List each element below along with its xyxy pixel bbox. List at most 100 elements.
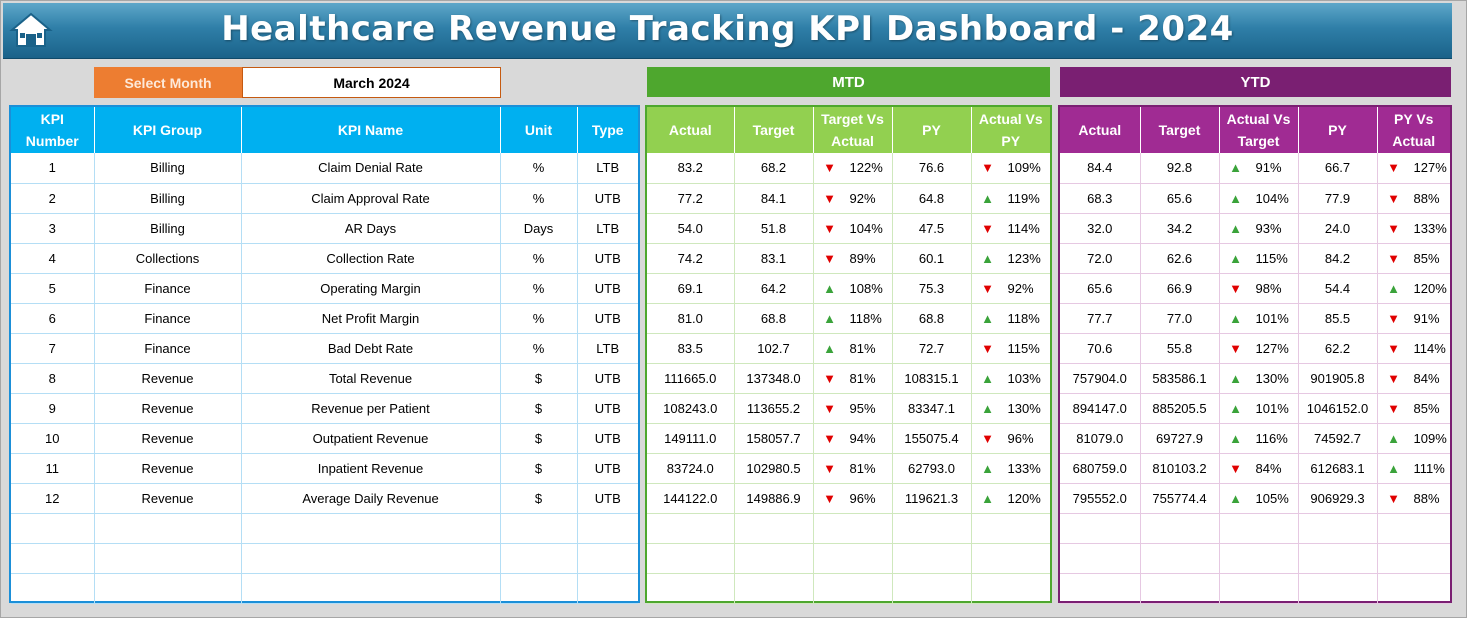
down-arrow-icon: ▼ [1229, 460, 1242, 476]
down-arrow-icon: ▼ [1229, 280, 1242, 296]
ytd-py-cell: 906929.3 [1298, 483, 1378, 514]
down-arrow-icon: ▼ [823, 160, 836, 176]
percent-value: 98% [1255, 280, 1282, 296]
up-arrow-icon: ▲ [1387, 430, 1400, 446]
unit-cell: % [500, 333, 578, 364]
mtd-header-row: Actual Target Target Vs Actual PY Actual Vs … [647, 107, 1050, 153]
table-row: 2 Billing Claim Approval Rate% UTB [11, 183, 638, 214]
column-header: PY [892, 107, 972, 153]
kpi-number-cell: 8 [11, 363, 95, 394]
table-row: 4 Collections Collection Rate% UTB [11, 243, 638, 274]
empty-cell [892, 543, 972, 574]
unit-cell: % [500, 183, 578, 214]
percent-value: 92% [849, 190, 876, 206]
mtd-target-cell: 158057.7 [734, 423, 814, 454]
percent-value: 133% [1007, 460, 1041, 476]
table-row [647, 573, 1050, 604]
mtd-actual-cell: 144122.0 [647, 483, 735, 514]
ytd-py-cell: 77.9 [1298, 183, 1378, 214]
mtd-target-cell: 137348.0 [734, 363, 814, 394]
kpi-name-cell: Net Profit Margin [241, 303, 501, 334]
mtd-py-cell: 76.6 [892, 153, 972, 184]
percent-value: 104% [849, 220, 883, 236]
ytd-target-cell: 885205.5 [1140, 393, 1220, 424]
empty-cell [971, 573, 1050, 604]
table-row: 10 Revenue Outpatient Revenue $ UTB [11, 423, 638, 454]
mtd-py-cell: 64.8 [892, 183, 972, 214]
kpi-name-cell: Total Revenue [241, 363, 501, 394]
comparison-cell: ▼ 88% [1377, 183, 1450, 214]
kpi-group-cell: Finance [94, 303, 242, 334]
empty-cell [500, 513, 578, 544]
table-row: 6 Finance Net Profit Margin% UTB [11, 303, 638, 334]
column-header: Actual Vs Target [1219, 107, 1299, 153]
percent-value: 105% [1255, 490, 1289, 506]
percent-value: 89% [849, 250, 876, 266]
percent-value: 114% [1007, 220, 1040, 236]
table-row: 84.4 92.8 ▲ 91% 66.7 ▼ 127% [1060, 153, 1450, 184]
unit-cell: % [500, 153, 578, 184]
comparison-cell: ▼ 88% [1377, 483, 1450, 514]
comparison-cell: ▼ 92% [971, 273, 1050, 304]
kpi-group-cell: Revenue [94, 423, 242, 454]
table-row: 9 Revenue Revenue per Patient $ UTB [11, 393, 638, 424]
table-row: 5 Finance Operating Margin% UTB [11, 273, 638, 304]
empty-cell [577, 543, 638, 574]
ytd-actual-cell: 77.7 [1060, 303, 1141, 334]
mtd-target-cell: 51.8 [734, 213, 814, 244]
home-icon[interactable] [9, 11, 53, 49]
page-title: Healthcare Revenue Tracking KPI Dashboar… [221, 9, 1234, 49]
percent-value: 84% [1255, 460, 1282, 476]
comparison-cell: ▲ 130% [971, 393, 1050, 424]
select-month-label: Select Month [94, 67, 242, 98]
comparison-cell: ▼ 114% [1377, 333, 1450, 364]
down-arrow-icon: ▼ [1387, 190, 1400, 206]
empty-cell [241, 513, 501, 544]
percent-value: 88% [1413, 190, 1440, 206]
comparison-cell: ▲ 123% [971, 243, 1050, 274]
percent-value: 96% [1007, 430, 1034, 446]
percent-value: 108% [849, 280, 883, 296]
ytd-header-row: Actual Target Actual Vs Target PY PY Vs Actu… [1060, 107, 1450, 153]
percent-value: 114% [1413, 340, 1446, 356]
ytd-py-cell: 85.5 [1298, 303, 1378, 334]
empty-cell [11, 543, 95, 574]
kpi-name-cell: Claim Denial Rate [241, 153, 501, 184]
comparison-cell: ▲ 101% [1219, 393, 1299, 424]
down-arrow-icon: ▼ [823, 250, 836, 266]
down-arrow-icon: ▼ [1387, 400, 1400, 416]
comparison-cell: ▲ 93% [1219, 213, 1299, 244]
table-row: 70.6 55.8 ▼ 127% 62.2 ▼ 114% [1060, 333, 1450, 364]
empty-cell [94, 543, 242, 574]
percent-value: 130% [1007, 400, 1041, 416]
up-arrow-icon: ▲ [981, 310, 994, 326]
empty-cell [11, 573, 95, 604]
kpi-name-cell: Operating Margin [241, 273, 501, 304]
kpi-name-cell: Claim Approval Rate [241, 183, 501, 214]
down-arrow-icon: ▼ [981, 160, 994, 176]
table-row: 12 Revenue Average Daily Revenue $ UTB [11, 483, 638, 514]
comparison-cell: ▼ 81% [813, 363, 893, 394]
up-arrow-icon: ▲ [981, 490, 994, 506]
ytd-actual-cell: 72.0 [1060, 243, 1141, 274]
comparison-cell: ▲ 101% [1219, 303, 1299, 334]
up-arrow-icon: ▲ [1229, 190, 1242, 206]
empty-cell [94, 513, 242, 544]
mtd-target-cell: 84.1 [734, 183, 814, 214]
mtd-py-cell: 83347.1 [892, 393, 972, 424]
comparison-cell: ▲ 81% [813, 333, 893, 364]
comparison-cell: ▼ 92% [813, 183, 893, 214]
percent-value: 81% [849, 460, 876, 476]
mtd-actual-cell: 77.2 [647, 183, 735, 214]
month-selector[interactable]: March 2024 [242, 67, 501, 98]
percent-value: 85% [1413, 400, 1440, 416]
comparison-cell: ▲ 111% [1377, 453, 1450, 484]
percent-value: 81% [849, 340, 876, 356]
kpi-group-cell: Billing [94, 213, 242, 244]
mtd-py-cell: 72.7 [892, 333, 972, 364]
empty-cell [813, 543, 893, 574]
kpi-group-cell: Revenue [94, 363, 242, 394]
mtd-actual-cell: 69.1 [647, 273, 735, 304]
down-arrow-icon: ▼ [1229, 340, 1242, 356]
table-row: 81.0 68.8 ▲ 118% 68.8 ▲ 118% [647, 303, 1050, 334]
